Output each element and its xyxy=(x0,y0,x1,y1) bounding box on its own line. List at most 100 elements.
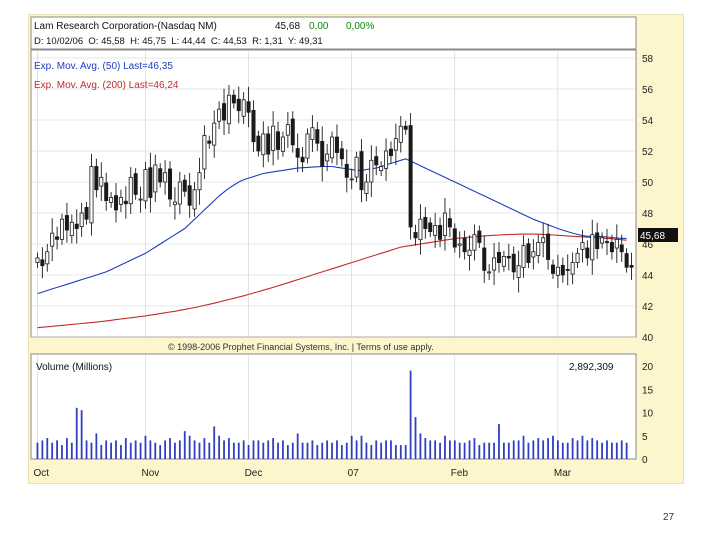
candle xyxy=(172,187,177,220)
candle xyxy=(177,171,182,215)
ema50-line xyxy=(37,158,627,295)
candle xyxy=(393,123,398,166)
candle xyxy=(506,243,511,271)
candle xyxy=(305,128,310,164)
candle xyxy=(143,161,148,209)
candle xyxy=(192,181,197,217)
candle xyxy=(492,242,497,286)
volume-tick-label: 20 xyxy=(642,362,654,373)
candle xyxy=(320,126,325,182)
candle xyxy=(354,151,359,183)
candle xyxy=(94,158,99,198)
candle xyxy=(246,86,251,128)
candle xyxy=(546,223,551,270)
candle xyxy=(222,88,227,135)
candle xyxy=(614,224,619,264)
candle xyxy=(428,217,433,238)
x-tick-label: Dec xyxy=(245,468,263,479)
volume-label: Volume (Millions) xyxy=(36,362,112,373)
price-tick-label: 58 xyxy=(642,54,654,65)
candle xyxy=(384,138,389,181)
candle xyxy=(560,257,565,283)
candle xyxy=(477,225,482,248)
x-tick-label: Feb xyxy=(451,468,469,479)
candle xyxy=(487,264,492,281)
price-tick-label: 42 xyxy=(642,302,654,313)
candle xyxy=(369,145,374,197)
volume-panel xyxy=(30,353,637,460)
x-tick-label: Nov xyxy=(141,468,159,479)
price-tick-label: 46 xyxy=(642,240,654,251)
x-axis: Oct Nov Dec 07 Feb Mar xyxy=(33,468,571,479)
candle xyxy=(60,213,65,245)
candle xyxy=(629,252,634,280)
candle xyxy=(217,101,222,130)
candle xyxy=(541,222,546,258)
candle xyxy=(40,247,45,279)
candle xyxy=(565,254,570,286)
candle xyxy=(295,133,300,173)
candle xyxy=(89,153,94,236)
candle xyxy=(339,141,344,167)
candle xyxy=(550,259,555,279)
candle xyxy=(202,125,207,180)
ema200-series xyxy=(37,233,627,329)
volume-tick-label: 10 xyxy=(642,409,654,420)
price-tick-label: 52 xyxy=(642,147,654,158)
copyright: © 1998-2006 Prophet Financial Systems, I… xyxy=(168,342,434,352)
candle xyxy=(310,115,315,153)
volume-bars xyxy=(36,370,628,459)
candle xyxy=(158,163,163,188)
candle xyxy=(109,192,114,208)
candle xyxy=(226,85,231,134)
candle xyxy=(403,120,408,135)
candle xyxy=(290,111,295,153)
candle xyxy=(182,174,187,197)
price-tick-label: 48 xyxy=(642,209,654,220)
ema200-line xyxy=(37,233,627,329)
stock-chart: Lam Research Corporation-(Nasdaq NM) 45,… xyxy=(28,14,684,484)
candle xyxy=(585,240,590,266)
ema50-series xyxy=(37,158,627,295)
candle xyxy=(590,219,595,275)
candle xyxy=(55,226,60,250)
candle xyxy=(197,157,202,205)
candle xyxy=(433,212,438,248)
candle xyxy=(35,252,40,269)
price-tick-label: 50 xyxy=(642,178,654,189)
price-change: 0,00 xyxy=(309,21,329,32)
candle xyxy=(423,207,428,239)
candle xyxy=(496,242,501,273)
volume-tick-label: 0 xyxy=(642,455,648,466)
candle xyxy=(128,167,133,214)
candle xyxy=(118,189,123,213)
last-price-box xyxy=(638,228,678,242)
candles xyxy=(35,85,634,293)
candle xyxy=(604,228,609,256)
volume-tick-label: 15 xyxy=(642,385,654,396)
last-price-label: 45,68 xyxy=(640,231,665,242)
candle xyxy=(207,135,212,149)
candle xyxy=(501,250,506,272)
candle xyxy=(438,217,443,248)
candle xyxy=(64,202,69,243)
candle xyxy=(344,149,349,193)
candle xyxy=(84,201,89,225)
candle xyxy=(349,168,354,190)
candle xyxy=(482,235,487,283)
candle xyxy=(374,146,379,176)
slide-number: 27 xyxy=(663,512,675,523)
candle xyxy=(50,218,55,262)
candle xyxy=(511,246,516,280)
candle xyxy=(280,131,285,157)
candle xyxy=(114,183,119,223)
chart-title: Lam Research Corporation-(Nasdaq NM) xyxy=(34,21,217,32)
volume-tick-label: 5 xyxy=(642,432,648,443)
price-panel xyxy=(30,49,637,338)
candle xyxy=(300,147,305,173)
candle xyxy=(330,131,335,164)
candle xyxy=(408,112,413,240)
candle xyxy=(266,126,271,162)
legend-ema200: Exp. Mov. Avg. (200) Last=46,24 xyxy=(34,80,179,91)
price-tick-label: 40 xyxy=(642,333,654,344)
